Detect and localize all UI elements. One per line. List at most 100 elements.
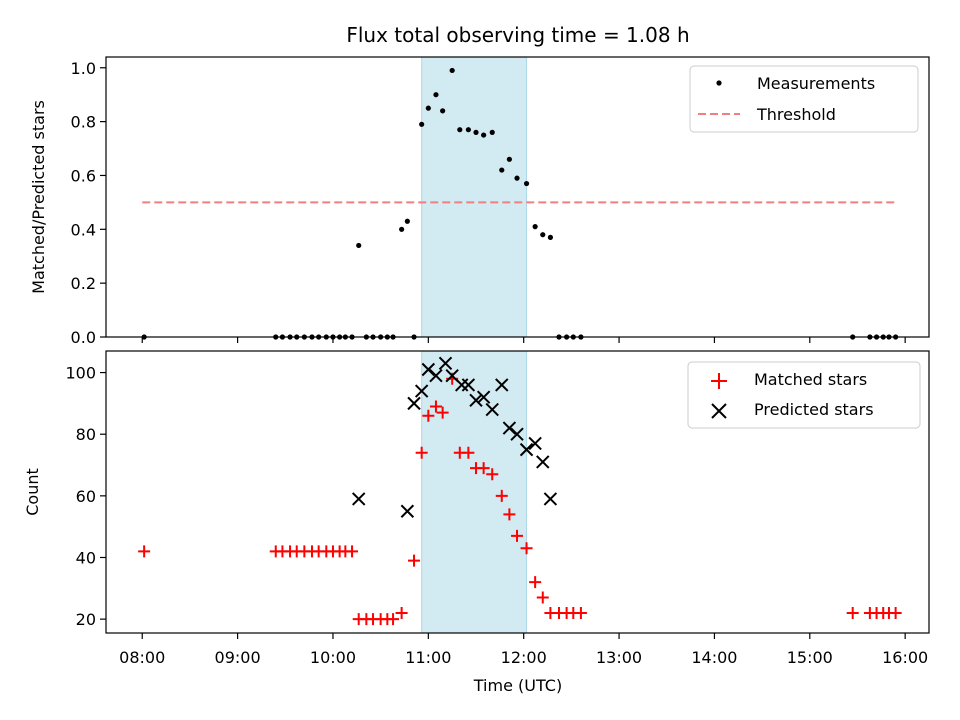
legend-marker-measurements	[716, 80, 722, 86]
matched-star-point	[536, 591, 549, 604]
y-tick-label: 1.0	[71, 59, 96, 78]
x-tick-label: 14:00	[691, 648, 737, 667]
bottom-legend-box	[687, 361, 921, 429]
matched-star-point	[846, 606, 859, 619]
legend-label-measurements: Measurements	[757, 74, 875, 93]
top-y-axis: 0.0 0.2 0.4 0.6 0.8 1.0	[71, 59, 106, 347]
matched-star-point	[520, 542, 533, 555]
top-x-ticks	[141, 337, 906, 343]
measurement-point	[457, 127, 463, 133]
predicted-star-point	[528, 436, 542, 451]
matched-star-point	[529, 576, 542, 589]
y-tick-label: 80	[76, 425, 96, 444]
measurement-point	[425, 105, 431, 111]
measurement-point	[499, 167, 505, 173]
x-tick-label: 10:00	[310, 648, 356, 667]
x-tick-label: 15:00	[787, 648, 833, 667]
measurement-point	[465, 127, 471, 133]
matched-star-point	[889, 606, 902, 619]
matched-star-point	[346, 545, 359, 558]
measurement-point	[532, 224, 538, 230]
top-legend: Measurements Threshold	[689, 65, 919, 133]
x-tick-label: 13:00	[596, 648, 642, 667]
highlight-span-top	[421, 56, 528, 338]
matched-star-point	[486, 468, 499, 481]
top-panel-frame	[105, 56, 930, 338]
x-tick-label: 12:00	[501, 648, 547, 667]
y-tick-label: 0.6	[71, 166, 96, 185]
legend-marker-matched	[711, 373, 727, 389]
matched-star-point	[422, 409, 435, 422]
measurement-point	[481, 132, 487, 138]
x-tick-label: 11:00	[405, 648, 451, 667]
matched-star-point	[429, 400, 442, 413]
y-tick-label: 40	[76, 548, 96, 567]
predicted-star-point	[543, 492, 558, 506]
bottom-x-axis: 08:00 09:00 10:00 11:00 12:00 13:00 14:00 15:00…	[119, 633, 928, 667]
measurement-point	[433, 92, 439, 98]
y-tick-label: 20	[76, 610, 96, 629]
matched-star-point	[387, 613, 400, 626]
measurement-point	[356, 242, 362, 249]
predicted-star-point	[485, 402, 499, 417]
top-y-axis-label: Matched/Predicted stars	[29, 100, 48, 294]
y-tick-label: 0.0	[71, 328, 96, 347]
matched-star-point	[495, 489, 508, 502]
bottom-legend: Matched stars Predicted stars	[687, 361, 921, 429]
y-tick-label: 0.2	[71, 274, 96, 293]
legend-label-threshold: Threshold	[756, 105, 836, 124]
matched-star-point	[477, 462, 490, 475]
predicted-star-point	[476, 390, 491, 404]
matched-star-point	[503, 508, 516, 521]
predicted-star-point	[407, 396, 421, 411]
measurement-point	[449, 67, 455, 74]
x-axis-label: Time (UTC)	[473, 676, 562, 695]
predicted-star-point	[495, 378, 509, 392]
matched-star-point	[395, 606, 408, 619]
predicted-star-point	[438, 356, 453, 371]
matched-star-point	[138, 545, 151, 558]
predicted-star-point	[536, 455, 550, 469]
top-panel: 0.0 0.2 0.4 0.6 0.8 1.0 Matched/Predicted sta…	[29, 56, 930, 347]
predicted-star-point	[510, 427, 524, 441]
predicted-star-point	[421, 362, 436, 377]
predicted-star-point	[352, 492, 366, 506]
predicted-star-point	[502, 421, 517, 435]
matched-star-point	[436, 406, 449, 419]
measurement-point	[440, 108, 446, 114]
x-tick-label: 08:00	[119, 648, 165, 667]
predicted-star-point	[414, 384, 429, 398]
y-tick-label: 100	[65, 364, 96, 383]
measurement-point	[506, 156, 512, 162]
predicted-star-point	[519, 442, 534, 457]
measurement-point	[473, 129, 479, 135]
bottom-panel: 20 40 60 80 100 08:00 09:00 10:00 11:00 12:00 13:…	[23, 350, 930, 695]
matched-star-point	[511, 529, 524, 542]
predicted-star-point	[429, 368, 443, 383]
bottom-y-axis: 20 40 60 80 100	[65, 364, 106, 629]
y-tick-label: 0.8	[71, 113, 96, 132]
y-tick-label: 0.4	[71, 220, 96, 239]
matched-star-point	[462, 446, 475, 459]
matched-stars-series	[138, 372, 902, 626]
top-legend-box	[689, 65, 919, 133]
legend-marker-predicted	[711, 403, 727, 419]
predicted-star-point	[469, 393, 483, 408]
measurement-point	[404, 218, 410, 224]
predicted-star-point	[400, 504, 415, 518]
measurement-point	[489, 129, 495, 135]
predicted-star-point	[461, 378, 476, 392]
measurement-point	[514, 175, 520, 181]
measurement-point	[523, 180, 530, 187]
measurement-point	[399, 226, 405, 232]
x-tick-label: 09:00	[215, 648, 261, 667]
bottom-y-axis-label: Count	[23, 468, 42, 516]
x-tick-label: 16:00	[882, 648, 928, 667]
bottom-panel-frame	[105, 350, 930, 634]
y-tick-label: 60	[76, 487, 96, 506]
matched-star-point	[574, 606, 587, 619]
matched-star-point	[408, 554, 421, 567]
legend-label-matched: Matched stars	[754, 370, 867, 389]
predicted-stars-series	[352, 356, 558, 518]
